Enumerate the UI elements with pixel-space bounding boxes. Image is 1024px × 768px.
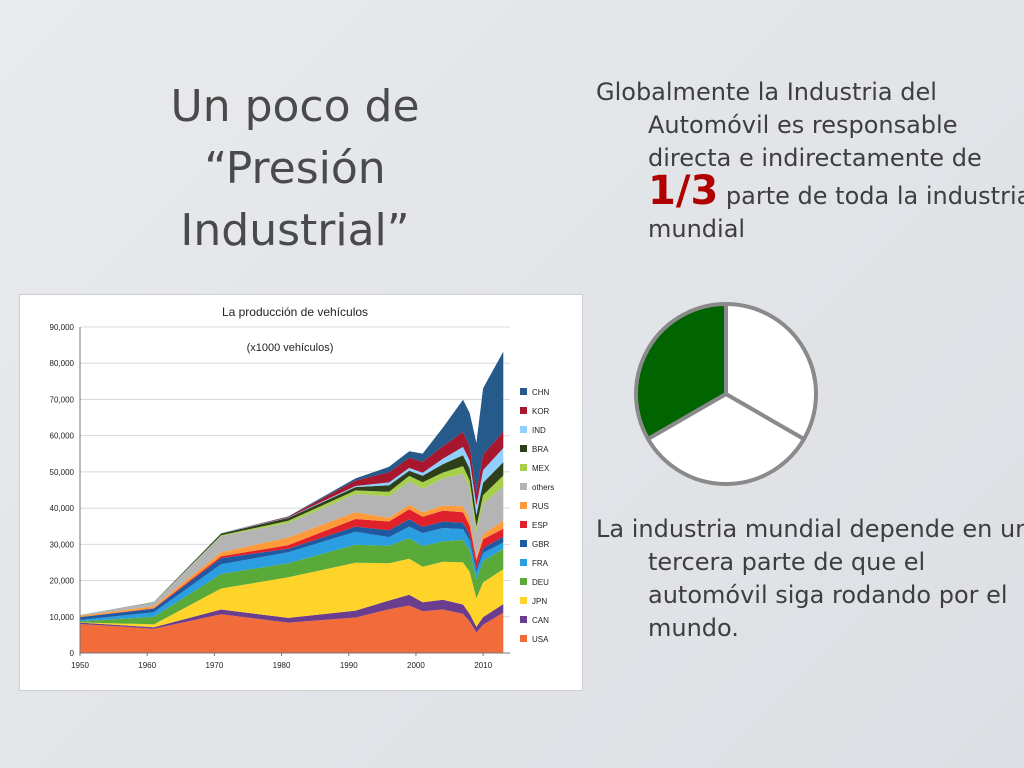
area-series-fra	[80, 526, 504, 622]
legend-label-usa: USA	[532, 635, 549, 644]
legend-label-chn: CHN	[532, 388, 550, 397]
bullet-global-share: Globalmente la Industria del Automóvil e…	[596, 76, 1024, 246]
pie-svg	[634, 302, 818, 486]
legend-label-bra: BRA	[532, 445, 549, 454]
legend-label-can: CAN	[532, 616, 549, 625]
legend-swatch-esp	[520, 521, 527, 528]
legend-swatch-kor	[520, 407, 527, 414]
vehicle-production-chart: La producción de vehículos (x1000 vehícul…	[20, 295, 582, 690]
chart-subtitle: (x1000 vehículos)	[247, 342, 334, 354]
one-third-highlight: 1/3	[648, 168, 719, 214]
legend-swatch-can	[520, 616, 527, 623]
legend-swatch-jpn	[520, 597, 527, 604]
legend-swatch-others	[520, 483, 527, 490]
legend-swatch-usa	[520, 635, 527, 642]
legend-label-gbr: GBR	[532, 540, 550, 549]
legend-label-deu: DEU	[532, 578, 549, 587]
x-tick-label: 1950	[71, 661, 89, 670]
area-series-deu	[80, 538, 504, 625]
legend-swatch-ind	[520, 426, 527, 433]
bullet1-text-after: parte de toda la industria mundial	[648, 182, 1024, 243]
legend-swatch-gbr	[520, 540, 527, 547]
legend-swatch-fra	[520, 559, 527, 566]
y-tick-label: 70,000	[50, 395, 75, 404]
bullet-dependence: La industria mundial depende en una terc…	[596, 515, 1024, 642]
legend-label-jpn: JPN	[532, 597, 547, 606]
legend-label-kor: KOR	[532, 407, 550, 416]
y-tick-label: 50,000	[50, 468, 75, 477]
area-chart-svg: La producción de vehículos (x1000 vehícul…	[50, 305, 555, 670]
legend-label-others: others	[532, 483, 554, 492]
x-tick-label: 1980	[273, 661, 291, 670]
x-tick-label: 2000	[407, 661, 425, 670]
legend-label-rus: RUS	[532, 502, 549, 511]
one-third-pie-chart	[628, 300, 824, 496]
area-series-usa	[80, 605, 504, 653]
legend-label-mex: MEX	[532, 464, 550, 473]
chart-title: La producción de vehículos	[222, 305, 368, 319]
y-tick-label: 80,000	[50, 359, 75, 368]
legend-label-fra: FRA	[532, 559, 549, 568]
legend-swatch-bra	[520, 445, 527, 452]
y-tick-label: 30,000	[50, 540, 75, 549]
legend-label-ind: IND	[532, 426, 546, 435]
title-line-2: “Presión	[204, 143, 386, 194]
title-line-3: Industrial”	[180, 205, 410, 256]
x-tick-label: 1990	[340, 661, 358, 670]
y-tick-label: 60,000	[50, 432, 75, 441]
area-series-jpn	[80, 558, 504, 628]
bullet1-text-before: Globalmente la Industria del Automóvil e…	[596, 78, 982, 172]
area-series-can	[80, 594, 504, 633]
area-series-others	[80, 473, 504, 616]
legend-swatch-deu	[520, 578, 527, 585]
legend-swatch-chn	[520, 388, 527, 395]
title-line-1: Un poco de	[170, 81, 420, 132]
y-tick-label: 40,000	[50, 504, 75, 513]
y-tick-label: 90,000	[50, 323, 75, 332]
y-tick-label: 0	[70, 649, 75, 658]
area-series-esp	[80, 509, 504, 618]
legend-label-esp: ESP	[532, 521, 548, 530]
slide-title: Un poco de “Presión Industrial”	[120, 76, 470, 262]
y-tick-label: 20,000	[50, 577, 75, 586]
legend-swatch-rus	[520, 502, 527, 509]
x-tick-label: 1970	[205, 661, 223, 670]
legend-swatch-mex	[520, 464, 527, 471]
x-tick-label: 2010	[474, 661, 492, 670]
x-tick-label: 1960	[138, 661, 156, 670]
y-tick-label: 10,000	[50, 613, 75, 622]
pie-slice	[724, 302, 818, 441]
